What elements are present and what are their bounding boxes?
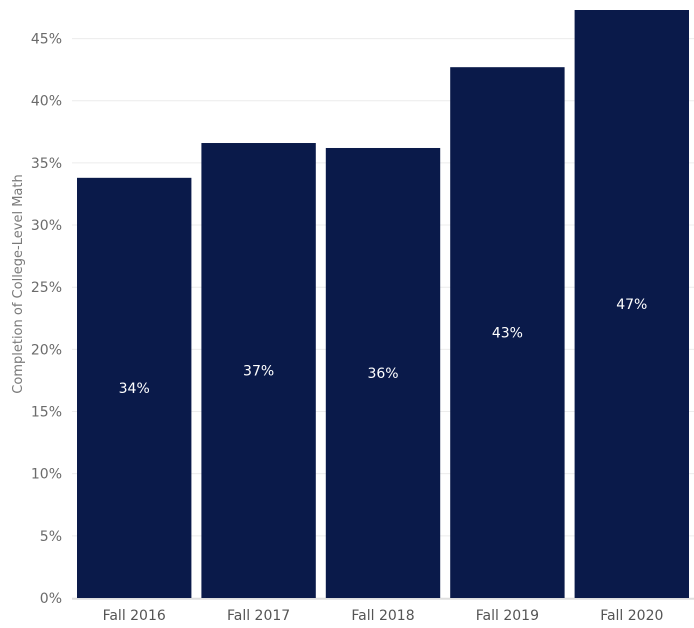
bar — [201, 143, 316, 598]
y-tick-label: 30% — [31, 218, 62, 234]
bar — [77, 177, 192, 599]
y-tick-label: 15% — [31, 405, 62, 421]
y-tick-label: 25% — [31, 280, 62, 296]
y-tick-label: 40% — [31, 94, 62, 110]
x-tick-label: Fall 2018 — [351, 608, 414, 624]
bar — [574, 10, 689, 598]
x-tick-label: Fall 2016 — [103, 608, 166, 624]
y-tick-label: 5% — [40, 529, 62, 545]
y-axis-title: Completion of College-Level Math — [11, 174, 26, 393]
y-tick-label: 0% — [40, 591, 62, 607]
data-label: 37% — [243, 364, 274, 380]
data-label: 34% — [119, 381, 150, 397]
x-axis: Fall 2016 Fall 2017 Fall 2018 Fall 2019 Fall… — [103, 608, 664, 624]
data-label: 43% — [492, 326, 523, 342]
bars — [77, 10, 689, 599]
y-tick-label: 45% — [31, 32, 62, 48]
y-axis: 0% 5% 10% 15% 20% 25% 30% 35% 40% 45% — [31, 32, 694, 607]
data-label: 36% — [367, 366, 398, 382]
x-tick-label: Fall 2020 — [600, 608, 663, 624]
bar — [325, 147, 441, 599]
y-tick-label: 20% — [31, 342, 62, 358]
y-tick-label: 10% — [31, 467, 62, 483]
data-labels: 34% 37% 36% 43% 47% — [119, 297, 648, 397]
x-tick-label: Fall 2017 — [227, 608, 290, 624]
x-tick-label: Fall 2019 — [476, 608, 539, 624]
bar — [450, 67, 565, 598]
data-label: 47% — [616, 297, 647, 313]
y-tick-label: 35% — [31, 156, 62, 172]
